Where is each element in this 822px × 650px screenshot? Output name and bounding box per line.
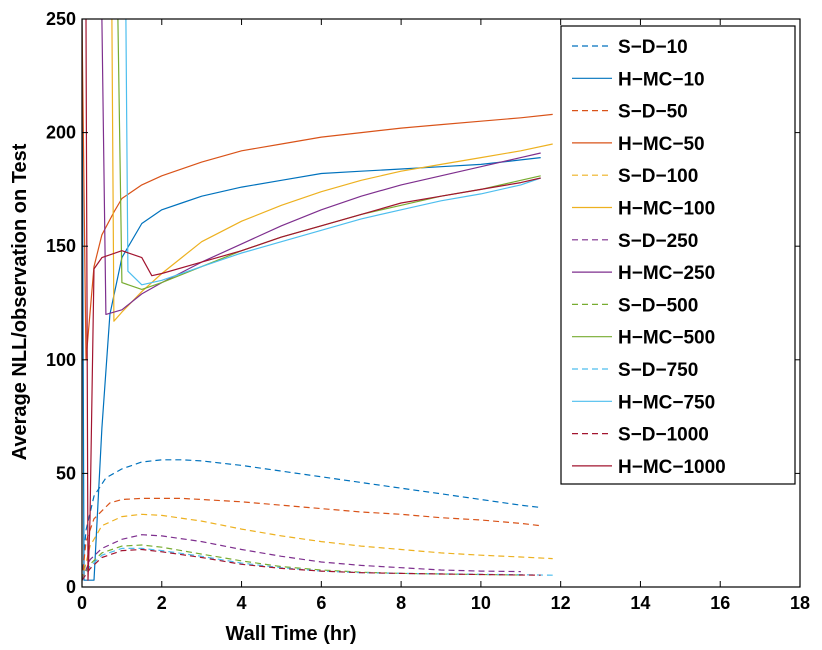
series-line-s-d-750 xyxy=(82,547,553,581)
x-tick-label: 10 xyxy=(471,593,491,613)
legend-label: S−D−750 xyxy=(618,360,698,381)
x-tick-label: 6 xyxy=(316,593,326,613)
series-line-h-mc-500 xyxy=(117,19,541,290)
x-axis-title: Wall Time (hr) xyxy=(225,623,356,645)
legend-label: H−MC−1000 xyxy=(618,457,726,478)
y-tick-label: 150 xyxy=(46,236,76,256)
series-line-s-d-50 xyxy=(82,497,541,581)
y-tick-label: 200 xyxy=(46,123,76,143)
legend-label: H−MC−10 xyxy=(618,69,705,90)
legend-label: H−MC−50 xyxy=(618,134,705,155)
x-tick-label: 4 xyxy=(237,593,247,613)
legend: S−D−10 H−MC−10 S−D−50 H−MC−50 S−D−100 H−MC−10… xyxy=(560,25,796,485)
legend-label: H−MC−250 xyxy=(618,263,715,284)
x-tick-label: 16 xyxy=(710,593,730,613)
series-line-s-d-10 xyxy=(82,459,541,581)
series-line-h-mc-750 xyxy=(125,19,541,286)
series-line-h-mc-250 xyxy=(101,19,541,315)
x-tick-label: 18 xyxy=(790,593,810,613)
x-tick-label: 12 xyxy=(551,593,571,613)
x-tick-label: 14 xyxy=(630,593,650,613)
axis-ticks: 0 2 4 6 8 10 12 14 16 18 0 50 100 150 200 250 xyxy=(46,9,810,613)
series-line-s-d-500 xyxy=(82,544,521,581)
y-tick-label: 100 xyxy=(46,350,76,370)
series-line-h-mc-1000 xyxy=(85,19,541,581)
legend-label: H−MC−500 xyxy=(618,328,715,349)
x-tick-label: 2 xyxy=(157,593,167,613)
legend-label: S−D−500 xyxy=(618,295,698,316)
x-tick-label: 0 xyxy=(77,593,87,613)
y-tick-label: 50 xyxy=(56,463,76,483)
y-tick-label: 0 xyxy=(66,577,76,597)
y-axis-title: Average NLL/observation on Test xyxy=(9,143,31,460)
series-line-s-d-250 xyxy=(82,534,521,581)
series-line-h-mc-10 xyxy=(82,19,541,581)
legend-label: S−D−250 xyxy=(618,231,698,252)
legend-label: H−MC−100 xyxy=(618,199,715,220)
legend-label: S−D−1000 xyxy=(618,425,709,446)
legend-label: S−D−10 xyxy=(618,37,688,58)
series-layer xyxy=(82,19,553,581)
legend-label: H−MC−750 xyxy=(618,392,715,413)
legend-box xyxy=(560,25,796,485)
y-tick-label: 250 xyxy=(46,9,76,29)
legend-label: S−D−50 xyxy=(618,102,688,123)
series-line-h-mc-50 xyxy=(82,19,553,361)
legend-label: S−D−100 xyxy=(618,166,698,187)
x-tick-label: 8 xyxy=(396,593,406,613)
series-line-s-d-1000 xyxy=(82,548,541,581)
series-line-s-d-100 xyxy=(82,513,553,581)
plot-frame xyxy=(81,18,801,588)
